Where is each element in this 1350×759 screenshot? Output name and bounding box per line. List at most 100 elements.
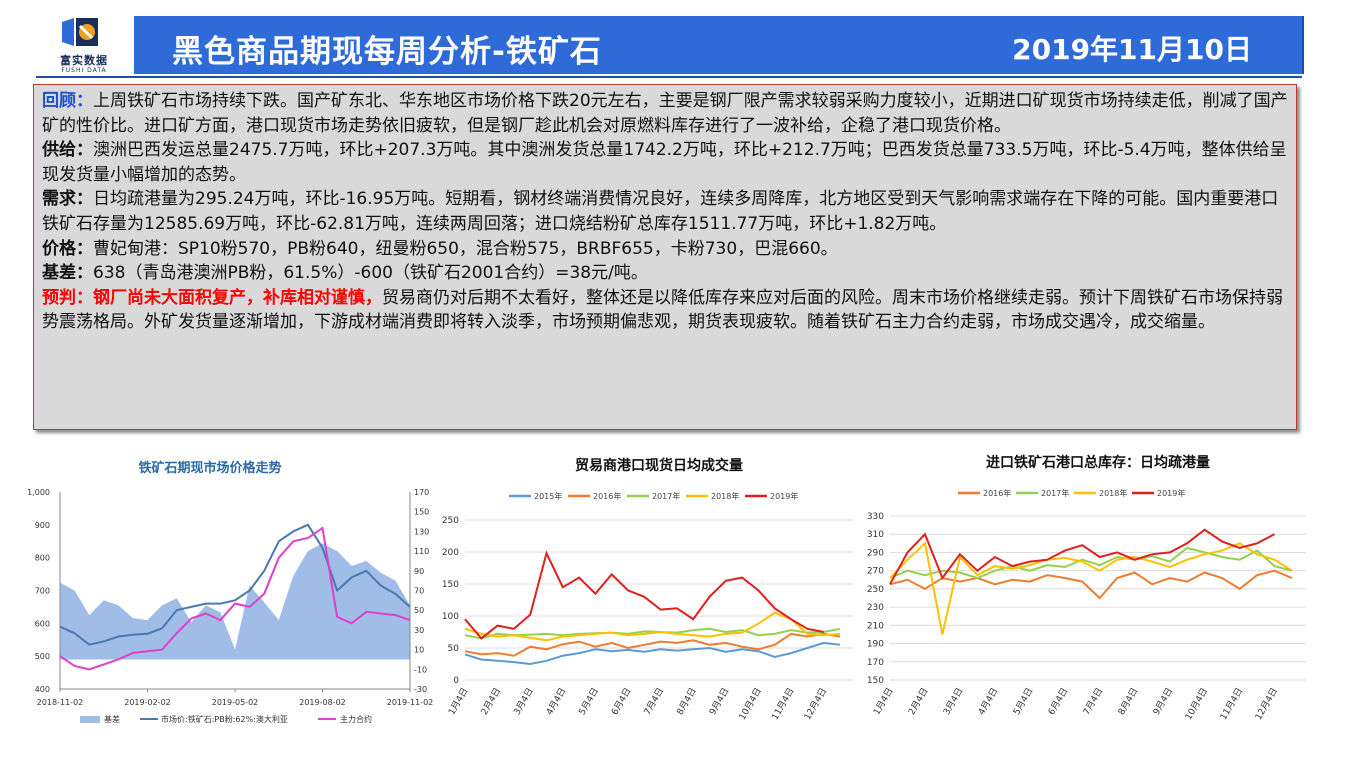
x-tick-label: 4月4日 — [976, 686, 1000, 717]
legend-label-futures: 主力合约 — [340, 714, 372, 724]
x-tick-label: 5月4日 — [577, 686, 601, 717]
y-tick-label: 270 — [867, 567, 884, 577]
y-right-tick-label: 10 — [414, 646, 424, 655]
y-tick-label: 290 — [867, 548, 884, 558]
x-tick-label: 10月4日 — [737, 686, 764, 722]
logo: 富实数据 FUSHI DATA — [36, 14, 132, 76]
forecast-text: 贸易商仍对后期不太看好，整体还是以降低库存来应对后面的风险。周末市场价格继续走弱… — [42, 287, 1283, 333]
x-tick-label: 3月4日 — [512, 686, 536, 717]
x-tick-label: 8月4日 — [675, 686, 699, 717]
x-tick-label: 7月4日 — [642, 686, 666, 717]
x-tick-label: 11月4日 — [1218, 686, 1245, 722]
y-right-tick-label: -10 — [414, 665, 427, 674]
x-tick-label: 9月4日 — [1151, 686, 1175, 717]
y-left-tick-label: 700 — [35, 587, 50, 596]
y-tick-label: 230 — [867, 603, 884, 613]
x-tick-label: 8月4日 — [1116, 686, 1140, 717]
y-right-tick-label: 70 — [414, 587, 424, 596]
series-line-2016 — [889, 569, 1293, 600]
logo-name-en: FUSHI DATA — [61, 67, 107, 74]
x-tick-label: 9月4日 — [707, 686, 731, 717]
series-line-2019 — [889, 528, 1275, 585]
demand-text: 日均疏港量为295.24万吨，环比-16.95万吨。短期看，钢材终端消费情况良好… — [42, 189, 1279, 234]
supply-paragraph: 供给：澳洲巴西发运总量2475.7万吨，环比+207.3万吨。其中澳洲发货总量1… — [42, 138, 1288, 187]
price-label: 价格： — [42, 238, 93, 259]
basis-text: 638（青岛港澳洲PB粉，61.5%）-600（铁矿石2001合约）=38元/吨… — [93, 263, 648, 284]
series-line-spot-price — [59, 523, 411, 646]
legend-label: 2018年 — [711, 491, 739, 501]
demand-paragraph: 需求：日均疏港量为295.24万吨，环比-16.95万吨。短期看，钢材终端消费情… — [42, 187, 1288, 236]
x-tick-label: 7月4日 — [1081, 686, 1105, 717]
y-tick-label: 200 — [442, 548, 459, 558]
x-tick-label: 1月4日 — [871, 686, 895, 717]
review-text: 上周铁矿石市场持续下跌。国产矿东北、华东地区市场价格下跌20元左右，主要是钢厂限… — [42, 91, 1288, 136]
series-line-2016 — [464, 632, 841, 657]
y-right-tick-label: 90 — [414, 567, 424, 576]
series-line-2017 — [464, 627, 841, 640]
x-tick-label: 6月4日 — [609, 686, 633, 717]
legend-label: 2019年 — [770, 491, 798, 501]
chart-title: 铁矿石期现市场价格走势 — [137, 460, 281, 476]
legend-label-spot: 市场价:铁矿石:PB粉:62%:澳大利亚 — [161, 714, 288, 724]
basis-paragraph: 基差：638（青岛港澳洲PB粉，61.5%）-600（铁矿石2001合约）=38… — [42, 261, 1288, 286]
legend-swatch-basis — [80, 716, 100, 723]
x-tick-label: 5月4日 — [1011, 686, 1035, 717]
legend-label: 2019年 — [1157, 488, 1185, 498]
x-tick-label: 2月4日 — [479, 686, 503, 717]
series-area-basis — [60, 543, 410, 660]
x-tick-label: 2019-11-02 — [387, 698, 434, 707]
supply-label: 供给： — [42, 140, 93, 161]
y-left-tick-label: 400 — [35, 685, 50, 694]
legend-label: 2017年 — [652, 491, 680, 501]
x-tick-label: 6月4日 — [1046, 686, 1070, 717]
analysis-box: 回顾：上周铁矿石市场持续下跌。国产矿东北、华东地区市场价格下跌20元左右，主要是… — [33, 84, 1297, 430]
y-tick-label: 310 — [867, 530, 884, 540]
y-tick-label: 100 — [442, 612, 459, 622]
logo-name-cn: 富实数据 — [60, 54, 108, 67]
y-right-tick-label: 30 — [414, 626, 424, 635]
price-trend-chart: 铁矿石期现市场价格走势 400 500 600 700 800 900 1,000 -30 -10… — [27, 460, 434, 724]
series-line-2018 — [889, 541, 1293, 635]
y-tick-label: 150 — [867, 676, 884, 686]
y-right-tick-label: 170 — [414, 488, 429, 497]
price-paragraph: 价格：曹妃甸港：SP10粉570，PB粉640，纽曼粉650，混合粉575，BR… — [42, 237, 1288, 262]
legend-label-basis: 基差 — [104, 714, 120, 724]
legend-label: 2016年 — [983, 488, 1011, 498]
y-tick-label: 170 — [867, 658, 884, 668]
x-tick-label: 11月4日 — [770, 686, 797, 722]
y-left-tick-label: 500 — [35, 652, 50, 661]
legend-label: 2015年 — [534, 491, 562, 501]
supply-text: 澳洲巴西发运总量2475.7万吨，环比+207.3万吨。其中澳洲发货总量1742… — [42, 140, 1287, 185]
forecast-paragraph: 预判：钢厂尚未大面积复产，补库相对谨慎，贸易商仍对后期不太看好，整体还是以降低库… — [42, 286, 1288, 335]
x-tick-label: 2月4日 — [906, 686, 930, 717]
review-paragraph: 回顾：上周铁矿石市场持续下跌。国产矿东北、华东地区市场价格下跌20元左右，主要是… — [42, 89, 1288, 138]
y-right-tick-label: 50 — [414, 606, 424, 615]
y-tick-label: 250 — [442, 516, 459, 526]
x-tick-label: 3月4日 — [941, 686, 965, 717]
x-tick-label: 1月4日 — [446, 686, 470, 717]
y-tick-label: 50 — [448, 644, 460, 654]
x-tick-label: 2019-02-02 — [124, 698, 171, 707]
legend-label: 2018年 — [1099, 488, 1127, 498]
y-left-tick-label: 600 — [35, 619, 50, 628]
series-line-2018 — [464, 611, 841, 642]
demand-label: 需求： — [42, 189, 93, 210]
x-tick-label: 2019-08-02 — [299, 698, 346, 707]
x-tick-label: 4月4日 — [544, 686, 568, 717]
y-tick-label: 0 — [453, 676, 459, 686]
y-right-tick-label: 110 — [414, 547, 429, 556]
title-bar: 黑色商品期现每周分析-铁矿石 2019年11月10日 — [134, 16, 1304, 74]
y-left-tick-label: 800 — [35, 554, 50, 563]
forecast-label: 预判： — [42, 287, 93, 308]
price-text: 曹妃甸港：SP10粉570，PB粉640，纽曼粉650，混合粉575，BRBF6… — [93, 238, 838, 259]
review-label: 回顾： — [42, 91, 93, 111]
y-tick-label: 150 — [442, 580, 459, 590]
trade-volume-chart: 贸易商港口现货日均成交量 2015年 2016年 2017年 2018年 2019年 0 50… — [442, 457, 853, 722]
x-tick-label: 2018-11-02 — [37, 698, 84, 707]
series-line-main-contract — [59, 526, 411, 671]
report-date: 2019年11月10日 — [1012, 33, 1252, 66]
forecast-highlight: 钢厂尚未大面积复产，补库相对谨慎， — [93, 287, 382, 308]
y-right-tick-label: 130 — [414, 527, 429, 536]
y-tick-label: 190 — [867, 640, 884, 650]
chart-title: 进口铁矿石港口总库存：日均疏港量 — [986, 454, 1210, 471]
